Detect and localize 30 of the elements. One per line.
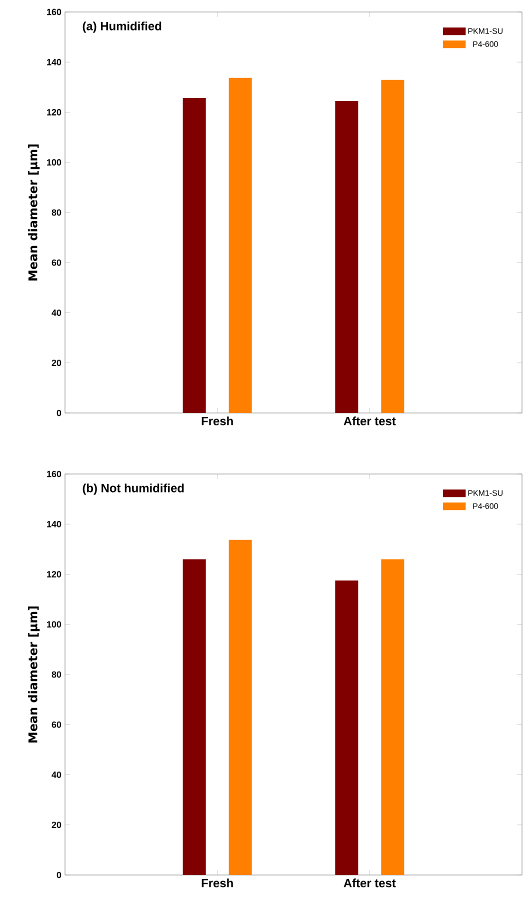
- y-tick-label: 20: [52, 822, 62, 828]
- y-tick-label: 140: [47, 520, 62, 528]
- y-tick-label: 160: [47, 470, 62, 478]
- y-axis-title: Mean diameter [μm]: [28, 144, 40, 280]
- y-axis-title: Mean diameter [μm]: [28, 606, 40, 742]
- y-tick-label: 160: [47, 8, 62, 16]
- y-tick-label: 140: [47, 58, 62, 66]
- y-tick-label: 60: [52, 721, 62, 728]
- x-tick-label: After test: [344, 878, 396, 888]
- x-tick-label: Fresh: [202, 416, 233, 426]
- y-tick-label: 120: [47, 571, 62, 578]
- y-tick-label: 40: [52, 310, 62, 316]
- y-tick-label: 20: [52, 360, 62, 366]
- y-tick-label: 80: [52, 209, 62, 216]
- y-tick-label: 100: [47, 621, 62, 628]
- y-tick-label: 40: [52, 772, 62, 778]
- y-tick-label: 0: [56, 872, 62, 878]
- bar: [182, 98, 206, 413]
- y-tick-label: 0: [56, 410, 62, 416]
- bar: [228, 78, 252, 413]
- text: (b) Not humidified: [82, 484, 184, 495]
- x-tick-label: Fresh: [202, 878, 233, 888]
- y-tick-label: 80: [52, 671, 62, 678]
- bar: [381, 80, 404, 413]
- x-tick-label: After test: [344, 416, 396, 426]
- y-tick-label: 100: [47, 159, 62, 166]
- y-tick-label: 60: [52, 259, 62, 266]
- text: (a) Humidified: [82, 22, 162, 33]
- y-tick-label: 120: [47, 109, 62, 116]
- bar: [335, 100, 358, 413]
